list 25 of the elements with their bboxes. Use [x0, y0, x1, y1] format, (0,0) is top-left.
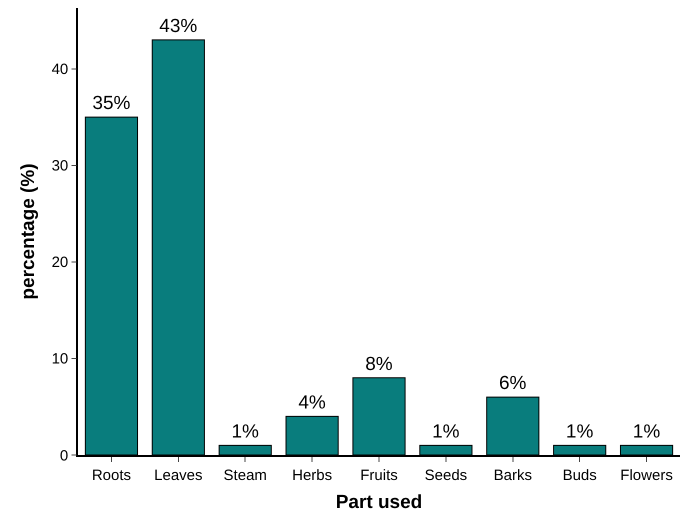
data-label: 1% [231, 421, 260, 442]
y-tick-label: 0 [60, 447, 68, 464]
x-tick-label: Leaves [154, 466, 203, 484]
data-label: 35% [92, 93, 131, 114]
x-tick-label: Fruits [360, 466, 398, 484]
y-tick-label: 10 [52, 350, 68, 368]
y-tick-label: 40 [52, 61, 68, 78]
data-label: 4% [298, 392, 326, 414]
data-label: 1% [632, 421, 660, 442]
y-axis-title: percentage (%) [18, 163, 39, 300]
x-tick-label: Seeds [424, 466, 468, 484]
x-tick-label: Flowers [620, 466, 673, 484]
x-tick-label: Buds [562, 466, 597, 484]
x-axis-title: Part used [336, 492, 422, 514]
data-label: 43% [159, 16, 198, 37]
data-label: 1% [566, 421, 594, 442]
y-tick-label: 20 [52, 254, 68, 272]
data-label: 6% [498, 373, 527, 394]
y-tick-label: 30 [52, 158, 68, 175]
data-label: 1% [432, 421, 460, 442]
x-tick-label: Roots [92, 466, 132, 484]
x-tick-label: Steam [224, 466, 267, 484]
data-label: 8% [365, 354, 393, 375]
x-tick-label: Herbs [292, 466, 332, 484]
x-tick-label: Barks [494, 466, 532, 484]
